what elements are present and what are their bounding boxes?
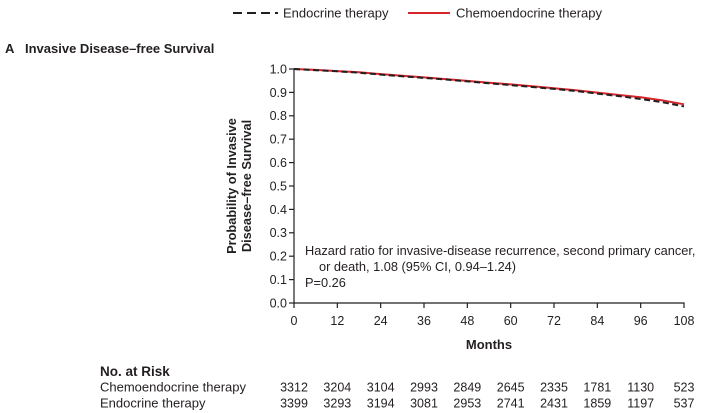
y-tick-label: 0.0 — [270, 296, 287, 310]
risk-table: No. at Risk Chemoendocrine therapy Endoc… — [100, 364, 694, 411]
risk-count: 1859 — [583, 397, 611, 411]
y-tick-label: 0.3 — [270, 226, 287, 240]
risk-count: 2645 — [497, 381, 525, 395]
curve-endocrine-therapy — [293, 68, 685, 108]
x-tick-label: 84 — [590, 314, 604, 328]
survival-curves — [293, 68, 685, 108]
risk-values: 3312 3204 3104 2993 2849 2645 2335 1781 1130 523 3… — [280, 381, 694, 411]
risk-row-label-chemoendocrine: Chemoendocrine therapy — [100, 380, 246, 395]
y-tick-label: 0.9 — [270, 86, 287, 100]
x-ticks: 0 12 24 36 48 60 72 84 96 108 — [291, 303, 695, 328]
risk-count: 523 — [674, 381, 695, 395]
risk-count: 2849 — [453, 381, 481, 395]
x-tick-label: 60 — [504, 314, 518, 328]
annotation-line-1: Hazard ratio for invasive-disease recurr… — [305, 243, 695, 258]
y-axis-label-line-2: Disease–free Survival — [239, 120, 254, 252]
y-tick-label: 0.8 — [270, 109, 287, 123]
risk-count: 1130 — [627, 381, 654, 395]
curve-chemoendocrine-therapy — [293, 68, 685, 106]
x-tick-label: 36 — [417, 314, 431, 328]
risk-count: 2953 — [453, 397, 481, 411]
risk-count: 3194 — [367, 397, 395, 411]
annotation-line-2: or death, 1.08 (95% CI, 0.94–1.24) — [319, 259, 516, 274]
x-tick-label: 12 — [330, 314, 344, 328]
risk-count: 3293 — [323, 397, 351, 411]
x-tick-label: 48 — [460, 314, 474, 328]
x-axis-label: Months — [466, 337, 512, 352]
risk-count: 3399 — [280, 397, 308, 411]
y-tick-label: 0.7 — [270, 133, 287, 147]
risk-count: 3081 — [410, 397, 438, 411]
risk-count: 2741 — [497, 397, 525, 411]
risk-count: 537 — [674, 397, 695, 411]
y-axis-label-line-1: Probability of Invasive — [224, 118, 239, 254]
y-tick-label: 1.0 — [270, 62, 287, 76]
panel-label: A — [5, 41, 15, 56]
risk-count: 2993 — [410, 381, 438, 395]
x-tick-label: 0 — [291, 314, 298, 328]
y-tick-label: 0.5 — [270, 179, 287, 193]
legend-label-chemoendocrine-therapy: Chemoendocrine therapy — [456, 6, 602, 21]
x-tick-label: 108 — [674, 314, 695, 328]
risk-count: 1781 — [583, 381, 611, 395]
y-ticks: 0.0 0.1 0.2 0.3 0.4 0.5 0.6 0.7 0.8 0.9 1.0 — [270, 62, 294, 310]
y-tick-label: 0.1 — [270, 273, 287, 287]
y-tick-label: 0.4 — [270, 203, 287, 217]
risk-count: 3204 — [323, 381, 351, 395]
y-tick-label: 0.6 — [270, 156, 287, 170]
chart-title: Invasive Disease–free Survival — [25, 41, 214, 56]
x-tick-label: 72 — [547, 314, 561, 328]
risk-count: 3312 — [280, 381, 308, 395]
risk-count: 2431 — [540, 397, 568, 411]
hazard-ratio-annotation: Hazard ratio for invasive-disease recurr… — [305, 243, 695, 290]
legend: Endocrine therapy Chemoendocrine therapy — [233, 6, 602, 21]
y-tick-label: 0.2 — [270, 250, 287, 264]
x-tick-label: 24 — [374, 314, 388, 328]
annotation-line-3: P=0.26 — [305, 275, 346, 290]
x-tick-label: 96 — [634, 314, 648, 328]
legend-label-endocrine-therapy: Endocrine therapy — [283, 6, 389, 21]
risk-count: 1197 — [627, 397, 654, 411]
risk-count: 3104 — [367, 381, 395, 395]
risk-table-title: No. at Risk — [100, 364, 170, 379]
risk-count: 2335 — [540, 381, 568, 395]
risk-row-label-endocrine: Endocrine therapy — [100, 396, 206, 411]
